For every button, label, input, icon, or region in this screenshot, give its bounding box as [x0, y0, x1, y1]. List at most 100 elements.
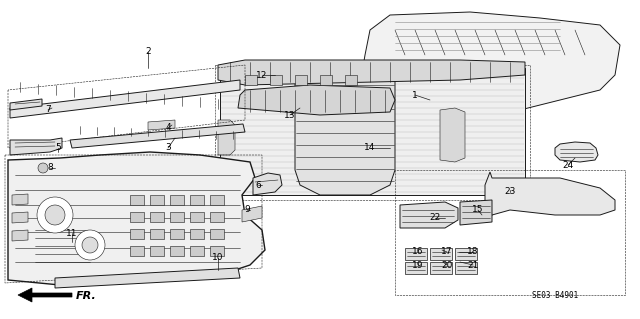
- Text: 17: 17: [441, 248, 452, 256]
- Polygon shape: [148, 120, 175, 130]
- Polygon shape: [170, 246, 184, 256]
- Text: 2: 2: [145, 48, 151, 56]
- Text: 16: 16: [412, 248, 424, 256]
- Polygon shape: [12, 194, 28, 205]
- Polygon shape: [455, 262, 477, 274]
- Polygon shape: [130, 195, 144, 205]
- Text: 24: 24: [563, 160, 573, 169]
- Polygon shape: [130, 229, 144, 239]
- Circle shape: [45, 205, 65, 225]
- Polygon shape: [345, 75, 357, 85]
- Polygon shape: [218, 120, 235, 155]
- Polygon shape: [360, 12, 620, 130]
- Polygon shape: [130, 246, 144, 256]
- Polygon shape: [397, 95, 410, 105]
- Polygon shape: [150, 229, 164, 239]
- Polygon shape: [430, 108, 444, 118]
- Polygon shape: [190, 195, 204, 205]
- Polygon shape: [416, 95, 429, 105]
- Text: 13: 13: [284, 110, 296, 120]
- Polygon shape: [190, 212, 204, 222]
- Polygon shape: [390, 108, 404, 118]
- Polygon shape: [440, 108, 465, 162]
- Text: 6: 6: [255, 181, 261, 189]
- Circle shape: [75, 230, 105, 260]
- Text: 1: 1: [412, 91, 418, 100]
- Polygon shape: [10, 80, 240, 118]
- Polygon shape: [130, 212, 144, 222]
- Text: 9: 9: [244, 205, 250, 214]
- Polygon shape: [455, 248, 477, 260]
- Polygon shape: [10, 138, 62, 155]
- Polygon shape: [210, 212, 224, 222]
- Circle shape: [37, 197, 73, 233]
- Text: 21: 21: [467, 261, 479, 270]
- Polygon shape: [490, 108, 504, 118]
- Polygon shape: [210, 195, 224, 205]
- Polygon shape: [405, 248, 427, 260]
- Polygon shape: [470, 108, 484, 118]
- Polygon shape: [430, 248, 452, 260]
- Polygon shape: [8, 152, 265, 285]
- Text: 11: 11: [67, 228, 77, 238]
- Text: FR.: FR.: [76, 291, 97, 301]
- Polygon shape: [435, 95, 448, 105]
- Polygon shape: [190, 229, 204, 239]
- Circle shape: [38, 163, 48, 173]
- Polygon shape: [485, 172, 615, 220]
- Polygon shape: [454, 95, 467, 105]
- Polygon shape: [253, 173, 282, 195]
- Polygon shape: [245, 75, 257, 85]
- Polygon shape: [12, 230, 28, 241]
- Polygon shape: [450, 108, 464, 118]
- Circle shape: [82, 237, 98, 253]
- Polygon shape: [460, 200, 492, 225]
- Polygon shape: [405, 262, 427, 274]
- Polygon shape: [210, 246, 224, 256]
- Text: 8: 8: [47, 164, 53, 173]
- Polygon shape: [238, 85, 395, 115]
- Text: 22: 22: [429, 213, 440, 222]
- Text: 7: 7: [45, 106, 51, 115]
- Text: 14: 14: [364, 144, 376, 152]
- Text: 19: 19: [412, 261, 424, 270]
- Text: 10: 10: [212, 254, 224, 263]
- Polygon shape: [378, 95, 391, 105]
- Polygon shape: [210, 229, 224, 239]
- Polygon shape: [218, 60, 525, 85]
- Polygon shape: [400, 202, 458, 228]
- Text: 15: 15: [472, 205, 484, 214]
- Polygon shape: [10, 99, 42, 110]
- Polygon shape: [270, 75, 282, 85]
- Polygon shape: [170, 212, 184, 222]
- Polygon shape: [150, 195, 164, 205]
- Polygon shape: [430, 262, 452, 274]
- Polygon shape: [410, 108, 424, 118]
- Polygon shape: [150, 246, 164, 256]
- Polygon shape: [150, 212, 164, 222]
- Text: 20: 20: [442, 261, 452, 270]
- Text: 5: 5: [55, 144, 61, 152]
- Text: 23: 23: [504, 188, 516, 197]
- Polygon shape: [295, 75, 307, 85]
- Polygon shape: [170, 195, 184, 205]
- Polygon shape: [473, 95, 486, 105]
- Polygon shape: [18, 288, 72, 302]
- Polygon shape: [190, 246, 204, 256]
- Text: 3: 3: [165, 144, 171, 152]
- Polygon shape: [492, 95, 505, 105]
- Polygon shape: [370, 108, 384, 118]
- Polygon shape: [242, 206, 262, 222]
- Polygon shape: [70, 124, 245, 148]
- Text: 4: 4: [165, 123, 171, 132]
- Polygon shape: [220, 68, 525, 195]
- Polygon shape: [170, 229, 184, 239]
- Text: SE03 B4901: SE03 B4901: [532, 291, 578, 300]
- Polygon shape: [320, 75, 332, 85]
- Text: 18: 18: [467, 248, 479, 256]
- Polygon shape: [12, 212, 28, 223]
- Polygon shape: [295, 68, 395, 195]
- Polygon shape: [555, 142, 598, 162]
- Text: 12: 12: [256, 70, 268, 79]
- Polygon shape: [55, 268, 240, 288]
